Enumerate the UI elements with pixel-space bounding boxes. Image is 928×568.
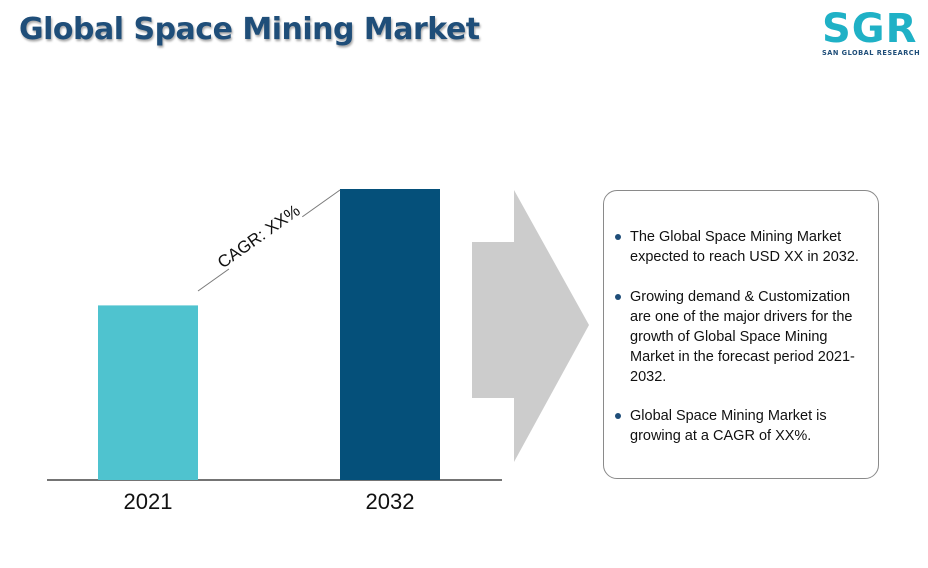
arrow-polygon (472, 190, 589, 462)
bar-2032 (340, 189, 440, 480)
info-bullet-2: Growing demand & Customization are one o… (615, 287, 874, 387)
sgr-logo: SGR SAN GLOBAL RESEARCH (818, 6, 920, 58)
x-tick-label-2021: 2021 (124, 489, 173, 514)
bullet-dot (615, 294, 621, 300)
bullet-dot (615, 413, 621, 419)
x-tick-labels: 2021 2032 (124, 489, 415, 514)
info-bullet-3-text: Global Space Mining Market is growing at… (630, 408, 827, 444)
bullet-dot (615, 234, 621, 240)
info-bullet-1: The Global Space Mining Market expected … (615, 227, 874, 267)
info-bullet-1-text: The Global Space Mining Market expected … (630, 229, 859, 265)
info-bullet-3: Global Space Mining Market is growing at… (615, 406, 874, 446)
x-tick-label-2032: 2032 (366, 489, 415, 514)
cagr-label-background (216, 199, 304, 271)
bars-group (98, 189, 440, 480)
logo-subtitle: SAN GLOBAL RESEARCH (822, 49, 921, 57)
bar-2021 (98, 305, 198, 480)
logo-letters: SGR (822, 6, 918, 52)
info-bullet-2-text: Growing demand & Customization are one o… (630, 289, 855, 385)
info-box: The Global Space Mining Market expected … (603, 190, 879, 479)
page-title: Global Space Mining Market (19, 12, 480, 47)
